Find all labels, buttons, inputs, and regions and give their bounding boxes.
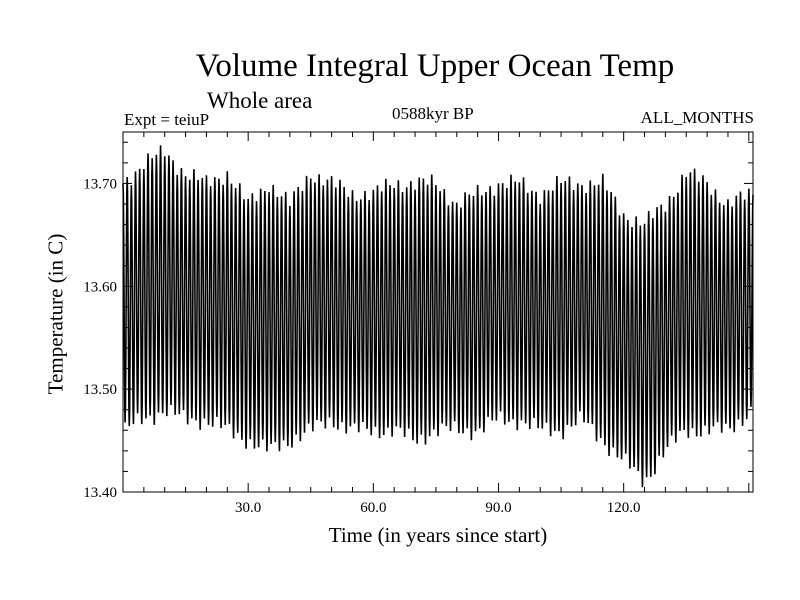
series-line: [122, 145, 754, 488]
x-tick-label: 30.0: [235, 500, 261, 516]
y-tick-label: 13.40: [83, 485, 117, 501]
period-label: 0588kyr BP: [392, 104, 474, 123]
chart-subtitle: Whole area: [207, 88, 313, 113]
chart-title: Volume Integral Upper Ocean Temp: [195, 48, 675, 84]
months-label: ALL_MONTHS: [640, 108, 754, 127]
y-tick-label: 13.60: [83, 279, 117, 295]
y-tick-label: 13.50: [83, 382, 117, 398]
x-axis-label: Time (in years since start): [328, 523, 548, 547]
x-tick-label: 60.0: [360, 500, 386, 516]
plot-frame: [122, 131, 754, 493]
x-tick-label: 120.0: [607, 500, 641, 516]
experiment-label: Expt = teiuP: [124, 110, 210, 129]
x-tick-label: 90.0: [485, 500, 511, 516]
y-tick-label: 13.70: [83, 176, 117, 192]
